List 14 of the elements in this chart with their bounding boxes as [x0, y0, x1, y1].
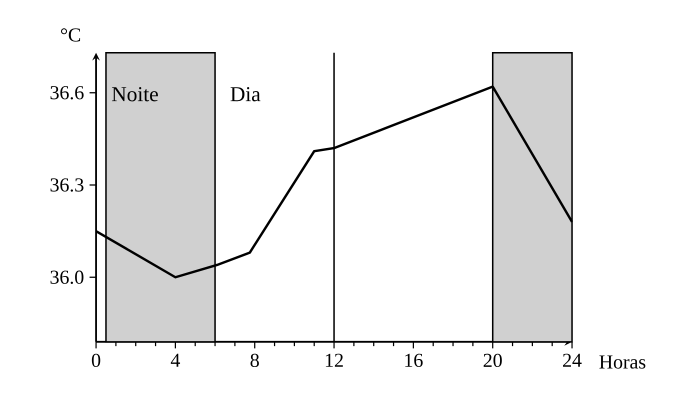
x-tick-label: 12	[326, 354, 343, 367]
annotation: Dia	[230, 87, 260, 102]
x-axis-title: Horas	[599, 356, 646, 369]
x-tick-label: 8	[250, 354, 259, 368]
y-tick-label: 36.0	[50, 270, 84, 284]
x-tick-label: 4	[170, 354, 180, 367]
x-tick-label: 24	[563, 354, 582, 367]
x-tick-label: 16	[405, 354, 423, 368]
y-tick-label: 36.6	[50, 86, 84, 100]
y-axis-title: °C	[61, 28, 80, 42]
x-tick-label: 0	[92, 354, 100, 368]
y-tick-label: 36.3	[50, 178, 84, 192]
band-label: Noite	[112, 87, 158, 102]
x-tick-label: 20	[484, 354, 502, 368]
